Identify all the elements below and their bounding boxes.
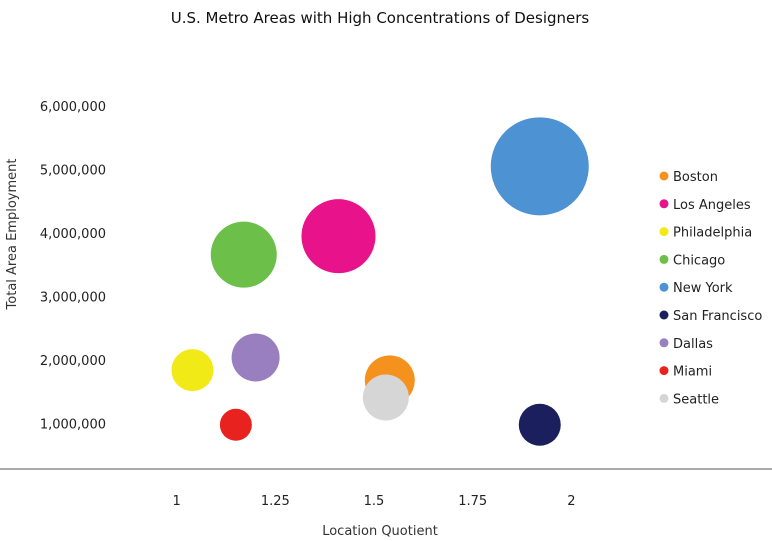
- x-tick-label: 1.5: [364, 494, 385, 509]
- legend-label: San Francisco: [673, 309, 762, 324]
- legend-label: Seattle: [673, 392, 719, 407]
- bubble-miami[interactable]: [219, 408, 252, 441]
- y-axis-label: Total Area Employment: [5, 159, 20, 311]
- bubble-los-angeles[interactable]: [301, 199, 376, 274]
- x-axis-ticks: 1 1.25 1.5 1.75 2: [173, 494, 576, 509]
- bubble-san-francisco[interactable]: [518, 403, 561, 446]
- legend-marker: [659, 366, 669, 376]
- legend-marker: [659, 393, 669, 403]
- x-tick-label: 2: [567, 494, 575, 509]
- legend-label: Los Angeles: [673, 198, 751, 213]
- x-tick-label: 1.75: [458, 494, 487, 509]
- x-axis-label: Location Quotient: [322, 524, 438, 539]
- legend-marker: [659, 227, 669, 237]
- y-tick-label: 6,000,000: [40, 100, 106, 115]
- y-tick-label: 5,000,000: [40, 164, 106, 179]
- legend-label: Dallas: [673, 337, 713, 352]
- legend-label: Miami: [673, 365, 712, 380]
- y-tick-label: 3,000,000: [40, 291, 106, 306]
- legend-marker: [659, 171, 669, 181]
- y-tick-label: 1,000,000: [40, 418, 106, 433]
- legend: Boston Los Angeles Philadelphia Chicago New …: [659, 170, 762, 407]
- y-axis-ticks: 1,000,000 2,000,000 3,000,000 4,000,000 5,00…: [40, 100, 106, 433]
- chart-title: U.S. Metro Areas with High Concentration…: [171, 9, 590, 27]
- legend-marker: [659, 282, 669, 292]
- bubble-new-york[interactable]: [490, 117, 589, 216]
- x-tick-label: 1: [173, 494, 181, 509]
- legend-label: Boston: [673, 170, 718, 185]
- bubbles: [171, 117, 589, 446]
- legend-label: Philadelphia: [673, 226, 752, 241]
- bubble-chicago[interactable]: [210, 221, 277, 288]
- bubble-dallas[interactable]: [231, 333, 280, 382]
- x-tick-label: 1.25: [261, 494, 290, 509]
- y-tick-label: 2,000,000: [40, 354, 106, 369]
- legend-marker: [659, 310, 669, 320]
- y-tick-label: 4,000,000: [40, 227, 106, 242]
- legend-marker: [659, 338, 669, 348]
- legend-label: New York: [673, 281, 733, 296]
- bubble-seattle[interactable]: [362, 374, 409, 421]
- bubble-philadelphia[interactable]: [171, 349, 214, 392]
- legend-marker: [659, 199, 669, 209]
- legend-label: Chicago: [673, 253, 725, 268]
- legend-marker: [659, 254, 669, 264]
